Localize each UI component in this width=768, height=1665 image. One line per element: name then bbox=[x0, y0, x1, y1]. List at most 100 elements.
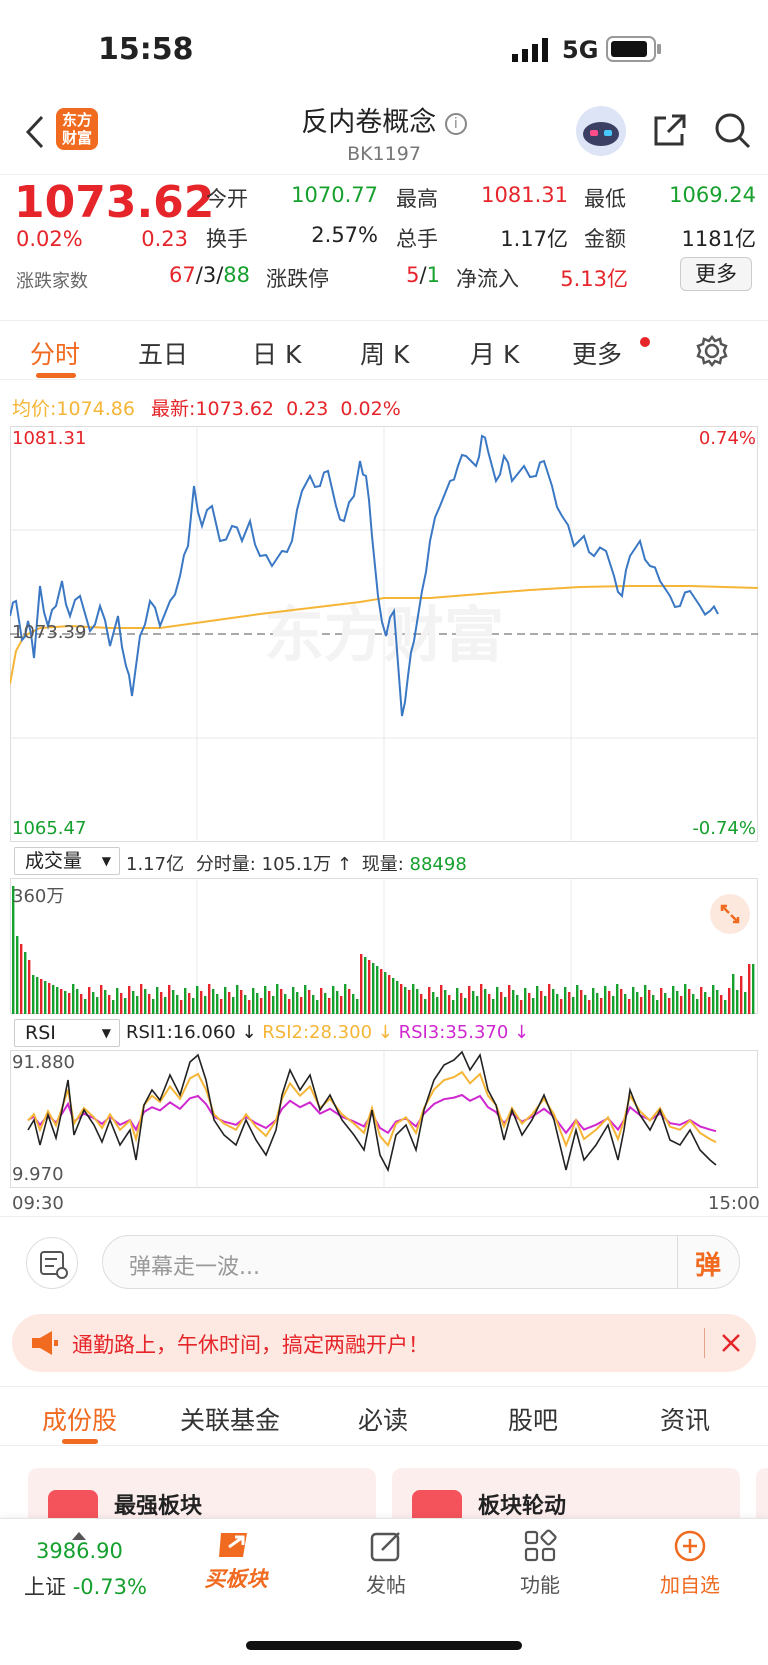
volume-bar bbox=[660, 988, 663, 1014]
tab-more[interactable]: 更多 bbox=[572, 340, 623, 369]
volume-bar bbox=[284, 994, 287, 1014]
volume-bar bbox=[276, 984, 279, 1014]
volume-bar bbox=[552, 989, 555, 1014]
robot-avatar-icon[interactable] bbox=[576, 106, 626, 156]
app-logo: 东方 财富 bbox=[56, 108, 98, 150]
volume-bar bbox=[700, 987, 703, 1014]
tab-monthly-k[interactable]: 月 K bbox=[470, 340, 520, 369]
volume-bar bbox=[184, 988, 187, 1014]
volume-bar bbox=[304, 985, 307, 1014]
volume-bar bbox=[220, 999, 223, 1014]
volume-bar bbox=[600, 998, 603, 1014]
content-tabs: 成份股 关联基金 必读 股吧 资讯 bbox=[0, 1386, 768, 1446]
buy-sector-button[interactable]: 买板块 bbox=[196, 1527, 276, 1593]
megaphone-icon bbox=[28, 1328, 60, 1362]
volume-bar bbox=[168, 985, 171, 1014]
tab-related-funds[interactable]: 关联基金 bbox=[180, 1406, 281, 1435]
gear-icon[interactable] bbox=[696, 334, 728, 371]
rsi1-line bbox=[27, 1050, 717, 1173]
volume-bar bbox=[740, 976, 743, 1014]
change-amount: 0.23 bbox=[141, 227, 188, 251]
danmaku-input[interactable]: 弹幕走一波... 弹 bbox=[102, 1235, 740, 1289]
volume-bar bbox=[232, 997, 235, 1014]
tab-daily-k[interactable]: 日 K bbox=[252, 340, 302, 369]
volume-bar bbox=[20, 944, 23, 1014]
volume-bar bbox=[476, 996, 479, 1014]
rsi-chart-svg bbox=[10, 1050, 758, 1188]
danmaku-list-icon[interactable] bbox=[26, 1237, 78, 1289]
current-price: 1073.62 bbox=[14, 177, 215, 228]
volume-bar bbox=[240, 990, 243, 1014]
promo-banner[interactable]: 通勤路上，午休时间，搞定两融开户！ bbox=[12, 1314, 756, 1372]
volume-bar bbox=[692, 994, 695, 1014]
volume-bar bbox=[152, 999, 155, 1014]
volume-bar bbox=[716, 990, 719, 1014]
volume-bar bbox=[528, 993, 531, 1014]
function-button[interactable]: 功能 bbox=[500, 1529, 580, 1598]
grid-icon bbox=[523, 1529, 557, 1563]
index-summary[interactable]: 上证 -0.73% bbox=[24, 1575, 147, 1599]
volume-bar bbox=[312, 995, 315, 1014]
volume-bar bbox=[344, 984, 347, 1014]
volume-bar bbox=[180, 1000, 183, 1014]
volume-bar bbox=[592, 988, 595, 1014]
turnover-label: 换手 bbox=[206, 227, 248, 251]
rsi-selector[interactable]: RSI ▼ bbox=[14, 1019, 120, 1047]
danmaku-send-button[interactable]: 弹 bbox=[695, 1251, 722, 1281]
tab-weekly-k[interactable]: 周 K bbox=[360, 340, 410, 369]
volume-bar bbox=[576, 985, 579, 1014]
info-icon[interactable]: i bbox=[444, 112, 467, 135]
volume-bar bbox=[636, 992, 639, 1014]
volume-bar bbox=[116, 988, 119, 1014]
quote-panel: 1073.62 0.02% 0.23 涨跌家数 今开 1070.77 最高 10… bbox=[0, 174, 768, 320]
volume-bar bbox=[500, 992, 503, 1014]
breadth-label: 涨跌家数 bbox=[16, 271, 88, 292]
volume-chart-svg bbox=[10, 878, 758, 1014]
volume-bar bbox=[704, 992, 707, 1014]
tab-five-day[interactable]: 五日 bbox=[138, 340, 189, 369]
volume-bar bbox=[48, 983, 51, 1014]
volume-bar bbox=[720, 995, 723, 1014]
more-button[interactable]: 更多 bbox=[680, 257, 752, 291]
tab-constituents[interactable]: 成份股 bbox=[42, 1406, 118, 1435]
volume-bar bbox=[72, 984, 75, 1014]
volume-selector[interactable]: 成交量 ▼ bbox=[14, 847, 120, 875]
expand-icon[interactable] bbox=[710, 894, 750, 934]
volume-bar bbox=[100, 985, 103, 1014]
intraday-chart[interactable]: 东方财富 1081.31 1073.39 1065.47 0.74% -0.74… bbox=[9, 426, 759, 842]
tab-news[interactable]: 资讯 bbox=[660, 1406, 711, 1435]
volume-bar bbox=[456, 988, 459, 1014]
volume-bar bbox=[172, 990, 175, 1014]
volume-bar bbox=[580, 990, 583, 1014]
tab-forum[interactable]: 股吧 bbox=[508, 1406, 559, 1435]
volume-bar bbox=[268, 991, 271, 1014]
volume-bar bbox=[156, 987, 159, 1014]
post-button[interactable]: 发帖 bbox=[346, 1529, 426, 1598]
volume-bar bbox=[408, 990, 411, 1014]
back-icon[interactable] bbox=[20, 112, 50, 152]
amount-value: 1181亿 bbox=[681, 227, 756, 251]
battery-icon bbox=[606, 36, 662, 66]
tab-intraday[interactable]: 分时 bbox=[30, 340, 81, 369]
index-value[interactable]: 3986.90 bbox=[36, 1539, 123, 1563]
tab-must-read[interactable]: 必读 bbox=[358, 1406, 409, 1435]
volume-bar bbox=[204, 996, 207, 1014]
buy-sector-icon bbox=[215, 1527, 257, 1563]
volume-bar bbox=[96, 997, 99, 1014]
search-icon[interactable] bbox=[712, 110, 752, 154]
volume-bar bbox=[496, 987, 499, 1014]
volume-bar bbox=[176, 995, 179, 1014]
watermark: 东方财富 bbox=[264, 601, 504, 671]
volume-bar bbox=[24, 952, 27, 1014]
volume-bar bbox=[188, 993, 191, 1014]
volume-bar bbox=[508, 985, 511, 1014]
volume-bar bbox=[648, 990, 651, 1014]
volume-bar bbox=[632, 987, 635, 1014]
volume-bar bbox=[732, 974, 735, 1014]
edit-icon bbox=[369, 1529, 403, 1563]
add-watchlist-button[interactable]: 加自选 bbox=[650, 1529, 730, 1598]
share-icon[interactable] bbox=[650, 110, 690, 154]
volume-bar bbox=[36, 977, 39, 1014]
close-icon[interactable] bbox=[718, 1330, 744, 1360]
volume-bar bbox=[56, 987, 59, 1014]
